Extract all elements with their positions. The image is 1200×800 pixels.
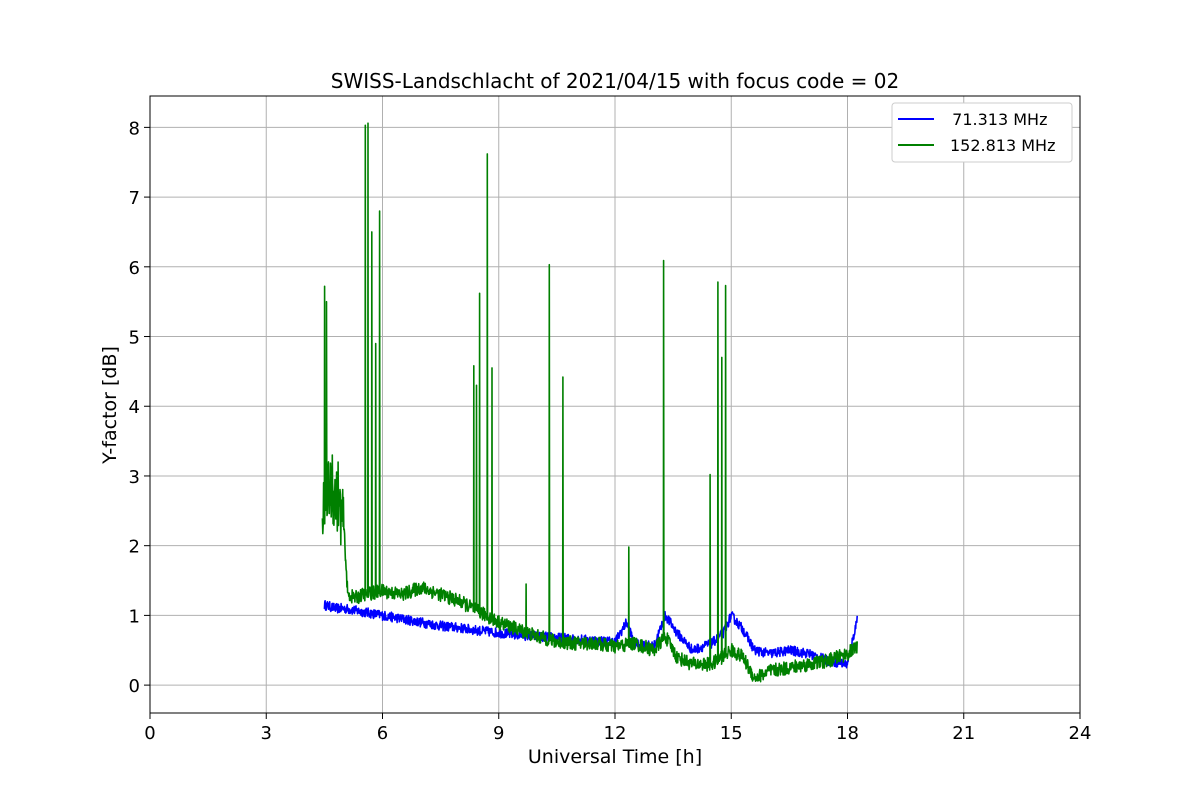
- y-tick-label: 2: [129, 537, 140, 558]
- y-tick-label: 8: [129, 118, 140, 139]
- x-tick-label: 15: [720, 723, 743, 744]
- y-axis-label: Y-factor [dB]: [99, 346, 121, 465]
- y-axis: 0 1 2 3 4 5 6 7 8: [129, 118, 150, 697]
- y-tick-label: 6: [129, 258, 140, 279]
- legend: 71.313 MHz 152.813 MHz: [891, 102, 1073, 163]
- series-group: [321, 122, 858, 683]
- y-tick-label: 4: [129, 397, 140, 418]
- x-tick-label: 6: [377, 723, 388, 744]
- x-tick-label: 12: [604, 723, 627, 744]
- x-tick-label: 9: [493, 723, 504, 744]
- chart-title: SWISS-Landschlacht of 2021/04/15 with fo…: [331, 69, 899, 93]
- x-tick-label: 3: [261, 723, 272, 744]
- grid: [149, 96, 1081, 713]
- y-tick-label: 7: [129, 188, 140, 209]
- series-line-1: [323, 600, 858, 669]
- y-tick-label: 3: [129, 467, 140, 488]
- x-tick-label: 0: [144, 723, 155, 744]
- y-tick-label: 0: [129, 676, 140, 697]
- legend-label-series-2: 152.813 MHz: [950, 136, 1055, 155]
- x-tick-label: 18: [836, 723, 859, 744]
- x-axis-label: Universal Time [h]: [528, 746, 702, 768]
- legend-label-series-1: 71.313 MHz: [942, 110, 1047, 129]
- y-tick-label: 5: [129, 328, 140, 349]
- y-tick-label: 1: [129, 606, 140, 627]
- x-tick-label: 24: [1069, 723, 1092, 744]
- legend-box: [891, 102, 1073, 163]
- x-tick-label: 21: [952, 723, 975, 744]
- x-axis: 0 3 6 9 12 15 18 21 24: [144, 713, 1091, 744]
- series-line-2: [321, 122, 858, 683]
